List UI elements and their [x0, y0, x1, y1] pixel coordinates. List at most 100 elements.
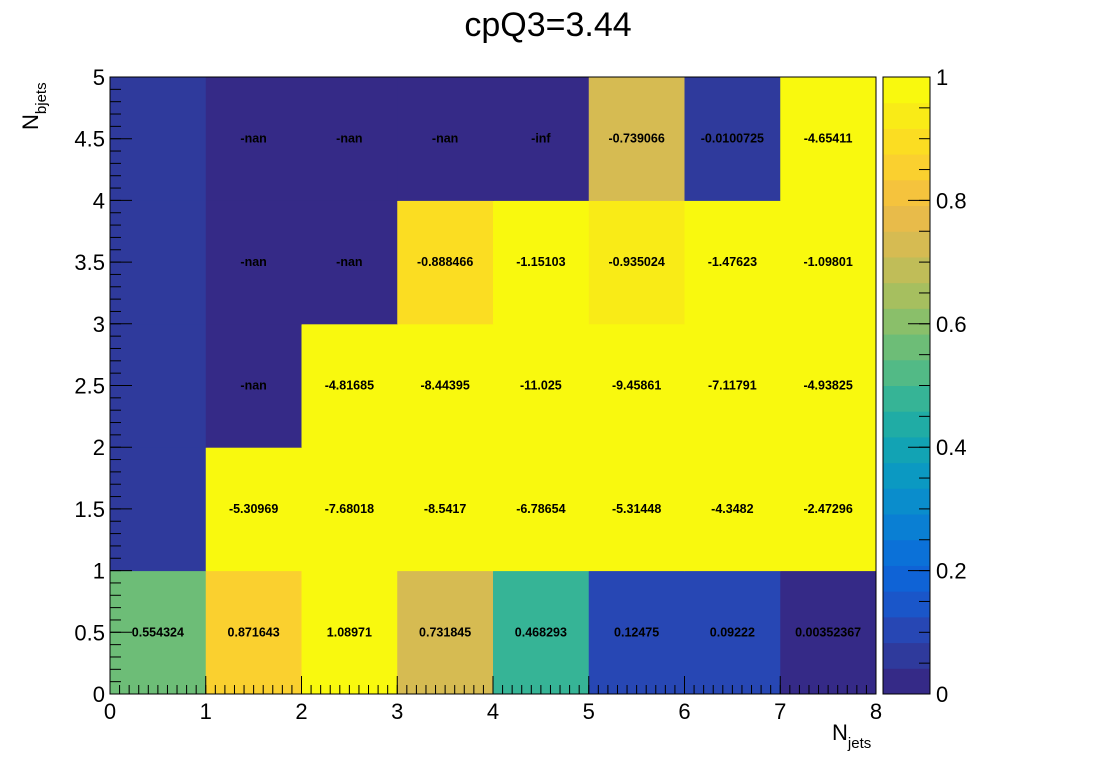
cell-value-label: 0.731845 — [419, 625, 471, 639]
x-tick-label: 6 — [678, 699, 690, 724]
heatmap-cell — [684, 77, 781, 201]
x-axis-label-main: N — [832, 720, 848, 745]
y-tick-label: 3 — [93, 312, 105, 337]
colorbar-segment — [883, 436, 930, 464]
cell-value-label: 0.554324 — [132, 625, 184, 639]
heatmap-cell — [780, 200, 877, 325]
colorbar-tick-label: 0.6 — [936, 312, 967, 337]
heatmap-cell — [684, 447, 781, 572]
y-tick-label: 1.5 — [74, 497, 105, 522]
y-tick-label: 3.5 — [74, 250, 105, 275]
colorbar-tick-label: 0.8 — [936, 188, 967, 213]
heatmap-cell — [493, 570, 590, 695]
cell-value-label: -0.888466 — [417, 255, 473, 269]
x-tick-label: 4 — [487, 699, 499, 724]
cell-value-label: -4.81685 — [325, 379, 374, 393]
x-tick-label: 0 — [104, 699, 116, 724]
colorbar-segment — [883, 642, 930, 669]
colorbar-tick-label: 0 — [936, 682, 948, 707]
colorbar-segment — [883, 359, 930, 386]
heatmap-cell — [397, 570, 494, 695]
colorbar-segment — [883, 539, 930, 566]
heatmap-cell — [301, 447, 398, 572]
colorbar-segment — [883, 179, 930, 207]
cell-value-label: -8.5417 — [424, 502, 466, 516]
cell-value-label: -4.3482 — [711, 502, 753, 516]
cell-value-label: -inf — [531, 132, 551, 146]
heatmap-cell — [397, 77, 494, 201]
heatmap-cell — [684, 570, 781, 695]
colorbar-segment — [883, 308, 930, 335]
heatmap-cell — [493, 447, 590, 572]
heatmap-cell — [493, 77, 590, 201]
colorbar-segment — [883, 282, 930, 309]
x-tick-label: 7 — [774, 699, 786, 724]
heatmap-cell — [780, 570, 877, 695]
x-tick-label: 1 — [200, 699, 212, 724]
cell-value-label: -9.45861 — [612, 379, 661, 393]
heatmap-cell — [301, 200, 398, 325]
cell-value-label: -7.11791 — [708, 379, 757, 393]
y-tick-label: 5 — [93, 65, 105, 90]
cell-value-label: -nan — [432, 132, 458, 146]
cell-value-label: -1.47623 — [708, 255, 757, 269]
cell-value-label: -nan — [336, 132, 362, 146]
heatmap-cell — [493, 323, 590, 448]
colorbar-tick-label: 0.4 — [936, 435, 967, 460]
heatmap-cell — [397, 447, 494, 572]
cell-value-label: 0.468293 — [515, 625, 567, 639]
heatmap-cell — [301, 323, 398, 448]
y-tick-label: 4.5 — [74, 127, 105, 152]
heatmap-cell — [588, 77, 685, 201]
heatmap-cell — [397, 200, 494, 325]
cell-value-label: -7.68018 — [325, 502, 374, 516]
cell-value-label: -nan — [240, 255, 266, 269]
cell-value-label: -4.93825 — [803, 379, 852, 393]
colorbar-segment — [883, 128, 930, 155]
colorbar-segment — [883, 591, 930, 618]
colorbar-segment — [883, 205, 930, 232]
x-axis-label: Njets — [832, 720, 871, 752]
cell-value-label: -11.025 — [520, 379, 562, 393]
y-tick-label: 1 — [93, 559, 105, 584]
x-tick-label: 3 — [391, 699, 403, 724]
colorbar-segment — [883, 231, 930, 258]
heatmap-cell — [684, 323, 781, 448]
cell-value-label: -0.0100725 — [701, 132, 764, 146]
x-axis-label-sub: jets — [847, 735, 872, 752]
heatmap-cell — [205, 570, 302, 695]
colorbar-segment — [883, 256, 930, 284]
cell-value-label: 0.09222 — [710, 625, 755, 639]
y-axis-label: Nbjets — [18, 82, 50, 130]
colorbar-segment — [883, 462, 930, 489]
colorbar-segment — [883, 334, 930, 361]
heatmap-cell — [301, 77, 398, 201]
heatmap-cell — [205, 447, 302, 572]
colorbar-tick-label: 0.2 — [936, 559, 967, 584]
cell-value-label: -nan — [240, 132, 266, 146]
heatmap-cell — [493, 200, 590, 325]
colorbar-segment — [883, 385, 930, 412]
colorbar-segment — [883, 668, 930, 695]
y-axis-label-main: N — [18, 114, 43, 130]
heatmap-cell — [684, 200, 781, 325]
colorbar-tick-label: 1 — [936, 65, 948, 90]
y-tick-label: 0.5 — [74, 620, 105, 645]
heatmap-cell — [588, 200, 685, 325]
colorbar-segment — [883, 488, 930, 515]
cell-value-label: -1.15103 — [516, 255, 565, 269]
cell-value-label: -4.65411 — [804, 132, 853, 146]
heatmap-cell — [780, 323, 877, 448]
heatmap-cell — [205, 323, 302, 448]
heatmap-cell — [588, 570, 685, 695]
cell-value-label: -5.31448 — [612, 502, 661, 516]
cell-value-label: 0.00352367 — [795, 625, 861, 639]
x-tick-label: 2 — [295, 699, 307, 724]
y-axis-label-sub: bjets — [33, 82, 50, 115]
heatmap-cell — [780, 447, 877, 572]
colorbar-segment — [883, 77, 930, 104]
cell-value-label: 0.871643 — [228, 625, 280, 639]
cell-value-label: 0.12475 — [614, 625, 659, 639]
chart-title: cpQ3=3.44 — [464, 6, 632, 44]
y-tick-label: 4 — [93, 188, 105, 213]
